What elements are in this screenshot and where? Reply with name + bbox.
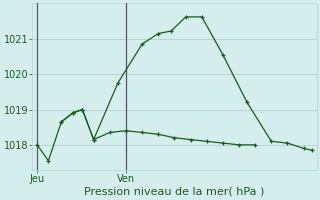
X-axis label: Pression niveau de la mer( hPa ): Pression niveau de la mer( hPa ) xyxy=(84,187,265,197)
